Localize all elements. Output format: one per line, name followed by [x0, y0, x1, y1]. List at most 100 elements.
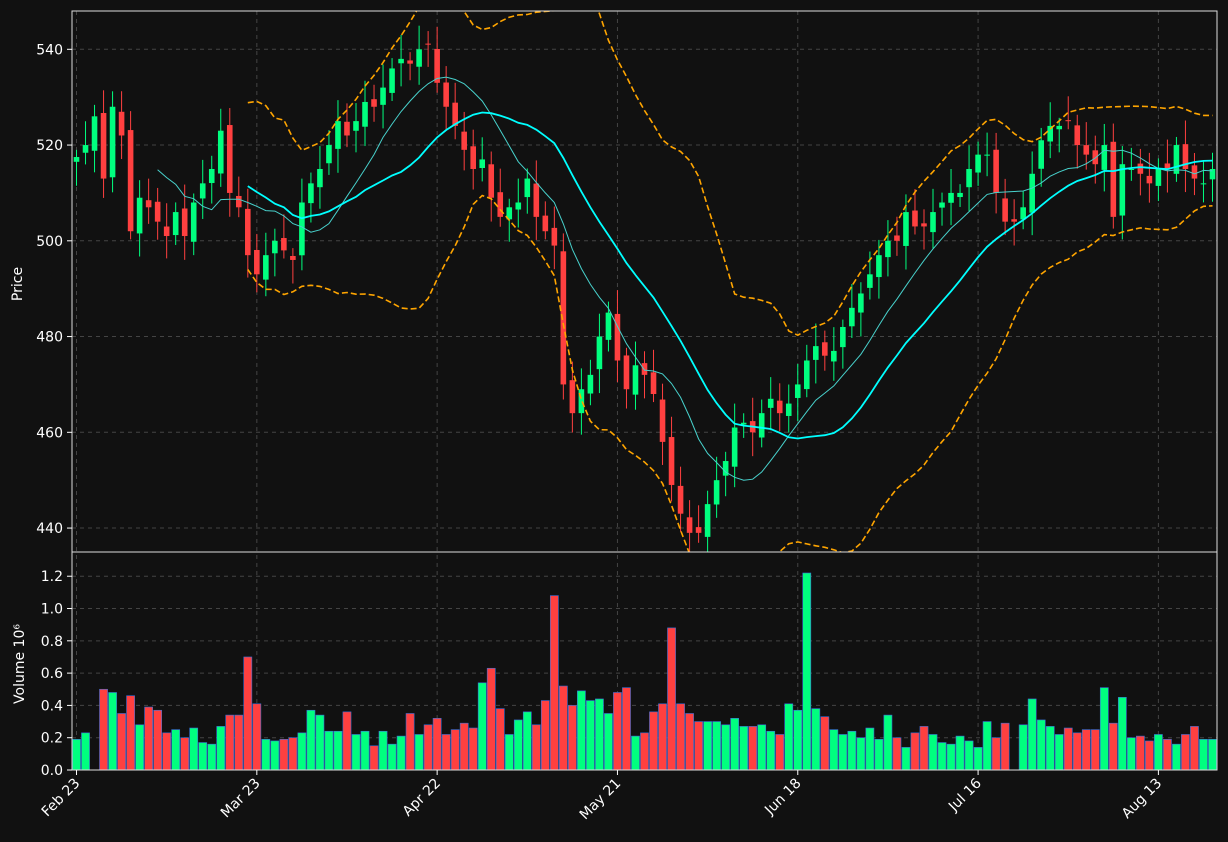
volume-bar	[108, 692, 117, 771]
volume-bar	[1099, 687, 1109, 771]
candle-body	[425, 43, 431, 45]
volume-bar	[333, 730, 343, 771]
volume-bar	[1045, 726, 1055, 771]
volume-bar	[117, 713, 126, 771]
volume-bar	[694, 721, 703, 771]
candle-body	[181, 208, 188, 237]
candle-body	[650, 372, 657, 395]
volume-axis-ticks: 0.0 0.2 0.4 0.6 0.8 1.0 1.2	[41, 569, 72, 779]
volume-bar	[468, 727, 478, 771]
volume-bar	[883, 714, 893, 771]
candle-body	[1128, 168, 1135, 170]
candle-body	[623, 355, 630, 390]
candle-body	[362, 101, 368, 127]
volume-bar	[1081, 729, 1091, 771]
candle-body	[127, 130, 134, 232]
volume-bar	[387, 743, 397, 771]
volume-bar	[631, 735, 640, 771]
candle-body	[867, 274, 873, 288]
volume-bar	[477, 682, 487, 771]
candle-body	[1092, 150, 1099, 165]
volume-bar	[1090, 729, 1100, 771]
candle-body	[1029, 173, 1035, 213]
candle-body	[641, 363, 648, 375]
candle-body	[497, 192, 504, 217]
volume-bar	[441, 734, 451, 771]
volume-bar	[324, 730, 334, 771]
volume-bar	[1181, 734, 1190, 771]
candle-body	[569, 380, 576, 414]
volume-bar	[685, 713, 694, 771]
volume-bar	[802, 572, 812, 771]
volume-bar	[495, 708, 505, 771]
candle-body	[921, 223, 927, 227]
candle-body	[461, 131, 467, 150]
candle-body	[659, 399, 666, 442]
volume-bar	[423, 724, 433, 771]
volume-bar	[721, 724, 730, 771]
candle-body	[281, 238, 287, 251]
candle-body	[398, 58, 404, 64]
volume-bar	[1136, 735, 1145, 771]
candle-body	[948, 192, 954, 203]
volume-bar	[1018, 724, 1028, 771]
volume-bar	[1190, 726, 1199, 771]
candle-body	[371, 99, 377, 107]
volume-bar	[369, 745, 379, 771]
candle-body	[587, 374, 594, 394]
volume-bar	[288, 737, 298, 771]
volume-bar	[1154, 734, 1163, 771]
candle-body	[840, 326, 846, 348]
candle-body	[524, 178, 531, 198]
price-tick-label: 460	[36, 425, 63, 441]
upper-band-line	[247, 11, 1213, 337]
volume-bar	[586, 700, 595, 771]
candle-body	[966, 168, 972, 188]
candle-body	[876, 255, 882, 278]
candle-body	[984, 154, 990, 156]
volume-bar	[730, 718, 740, 771]
candle-body	[452, 102, 458, 126]
volume-bar	[225, 714, 235, 771]
volume-bar	[378, 730, 388, 771]
candle-body	[389, 68, 395, 93]
candle-body	[912, 210, 918, 227]
candle-body	[957, 192, 963, 198]
candle-body	[1200, 183, 1207, 185]
volume-tick-label: 0.4	[41, 698, 63, 714]
candle-body	[704, 504, 711, 537]
candle-body	[1002, 198, 1008, 222]
volume-bar	[135, 724, 144, 771]
candle-body	[199, 183, 206, 199]
volume-bar	[757, 724, 767, 771]
candle-body	[767, 398, 774, 408]
volume-bar	[712, 721, 721, 771]
candle-body	[578, 389, 585, 414]
candle-body	[416, 49, 422, 67]
volume-bar	[973, 747, 983, 771]
volume-bar	[667, 627, 676, 771]
candle-body	[713, 480, 720, 505]
candle-body	[235, 195, 242, 208]
volume-bar	[351, 734, 361, 771]
volume-bar	[964, 740, 974, 771]
volume-axis-label: Volume 10⁶	[12, 624, 28, 704]
candle-body	[407, 60, 413, 64]
volume-bar	[937, 742, 947, 771]
volume-bar	[162, 732, 172, 771]
volume-bar	[748, 726, 758, 771]
volume-bar	[405, 713, 415, 771]
candle-body	[794, 384, 801, 398]
candle-body	[993, 149, 999, 193]
candle-body	[226, 125, 233, 193]
volume-bar	[540, 700, 550, 771]
volume-bar	[865, 727, 875, 771]
candle-body	[542, 215, 549, 232]
candle-body	[813, 346, 819, 360]
candle-body	[290, 255, 296, 260]
volume-bar	[513, 719, 523, 771]
volume-tick-label: 0.6	[41, 666, 63, 682]
volume-tick-label: 0.2	[41, 731, 63, 747]
candle-body	[443, 82, 449, 107]
volume-bar	[81, 732, 90, 771]
